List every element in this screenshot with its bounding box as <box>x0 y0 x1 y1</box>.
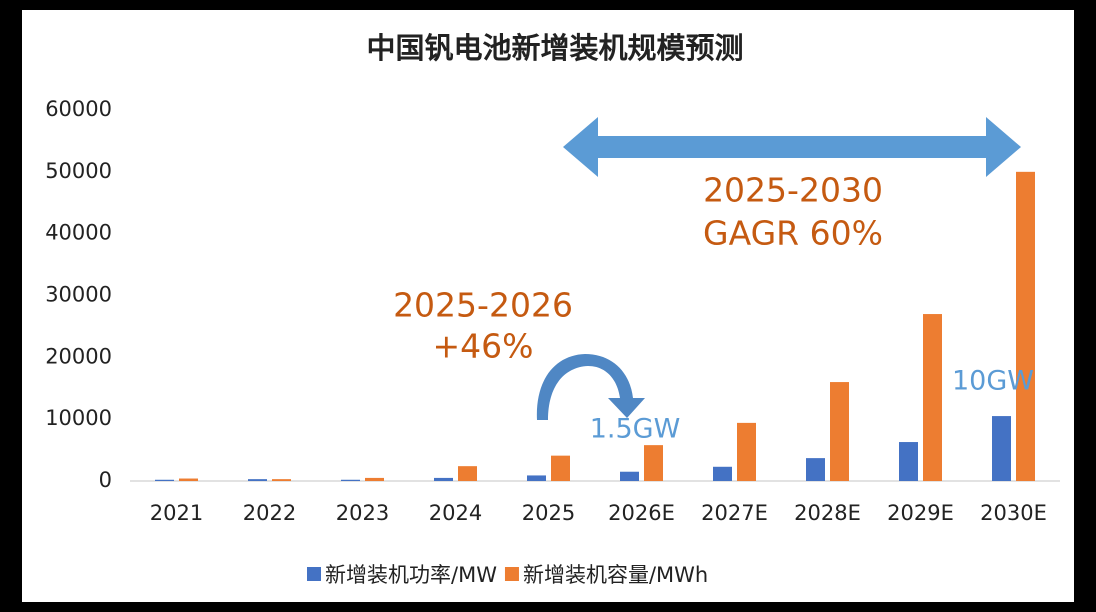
bar <box>1016 171 1035 482</box>
panel <box>22 10 1074 602</box>
annotation: 2025-2030 <box>703 171 883 210</box>
x-tick-label: 2024 <box>429 501 482 525</box>
annotation: +46% <box>433 327 534 366</box>
bar <box>713 466 732 481</box>
bar <box>992 416 1011 481</box>
x-tick-label: 2022 <box>243 501 296 525</box>
annotation: 1.5GW <box>590 414 681 445</box>
x-tick-label: 2028E <box>794 501 861 525</box>
x-tick-label: 2027E <box>701 501 768 525</box>
x-tick-label: 2030E <box>980 501 1047 525</box>
annotation: 10GW <box>952 366 1034 397</box>
bar <box>644 445 663 481</box>
bar <box>365 477 384 481</box>
x-tick-label: 2025 <box>522 501 575 525</box>
bar <box>248 479 267 481</box>
bar <box>341 479 360 481</box>
bar <box>899 442 918 481</box>
bar <box>155 479 174 481</box>
bar <box>923 314 942 481</box>
curved-arrow <box>536 354 645 420</box>
y-tick-label: 60000 <box>45 97 112 121</box>
annotation: GAGR 60% <box>703 214 883 253</box>
annotation: 2025-2026 <box>393 286 573 325</box>
y-tick-label: 30000 <box>45 283 112 307</box>
bar <box>458 466 477 481</box>
bar <box>179 478 198 481</box>
bar <box>806 458 825 481</box>
y-tick-label: 10000 <box>45 406 112 430</box>
bar <box>527 475 546 481</box>
bar <box>830 382 849 481</box>
legend-swatch <box>504 567 519 581</box>
x-tick-label: 2021 <box>150 501 203 525</box>
x-tick-label: 2026E <box>608 501 675 525</box>
y-tick-label: 0 <box>99 468 112 492</box>
legend-label: 新增装机功率/MW <box>325 563 497 587</box>
bar <box>737 422 756 481</box>
bar <box>620 471 639 481</box>
x-tick-label: 2023 <box>336 501 389 525</box>
y-tick-label: 20000 <box>45 344 112 368</box>
legend-label: 新增装机容量/MWh <box>523 563 708 587</box>
double-arrow <box>563 117 1021 177</box>
legend-swatch <box>307 567 321 581</box>
y-tick-label: 50000 <box>45 159 112 183</box>
chart-title: 中国钒电池新增装机规模预测 <box>366 31 743 65</box>
y-tick-label: 40000 <box>45 221 112 245</box>
bar <box>551 455 570 481</box>
x-tick-label: 2029E <box>887 501 954 525</box>
bar <box>434 477 453 481</box>
bar <box>272 479 291 481</box>
